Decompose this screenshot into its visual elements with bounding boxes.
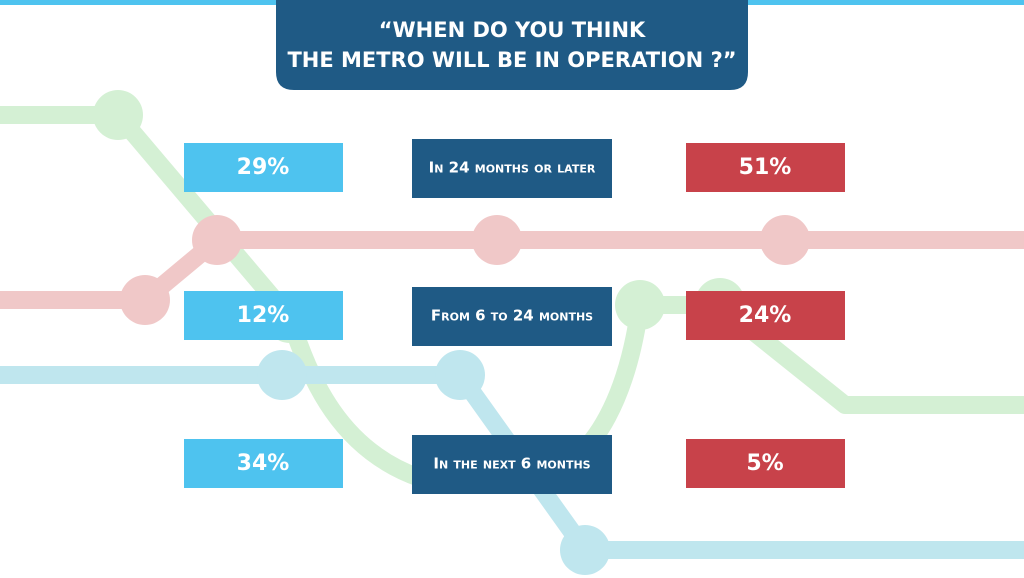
right-box: [686, 439, 845, 488]
station: [472, 215, 522, 265]
left-value: 34%: [237, 451, 290, 476]
left-box: [184, 143, 343, 192]
rows: 29% In 24 months or later 51% 12% From 6 to …: [184, 139, 845, 494]
left-value: 12%: [237, 303, 290, 328]
station: [93, 90, 143, 140]
station: [435, 350, 485, 400]
pink-line: [0, 231, 1024, 309]
station: [120, 275, 170, 325]
right-value: 5%: [746, 451, 783, 476]
label-box: [412, 139, 612, 198]
title-box: [276, 0, 748, 90]
left-value: 29%: [237, 155, 290, 180]
right-value: 51%: [739, 155, 792, 180]
left-box: [184, 291, 343, 340]
station: [560, 525, 610, 575]
title-line: THE METRO WILL BE IN OPERATION ?”: [287, 48, 736, 72]
label-box: [412, 435, 612, 494]
label: In 24 months or later: [429, 159, 596, 177]
label: In the next 6 months: [433, 455, 590, 473]
right-box: [686, 143, 845, 192]
station: [615, 280, 665, 330]
right-box: [686, 291, 845, 340]
label: From 6 to 24 months: [431, 307, 593, 325]
title-line: “WHEN DO YOU THINK: [379, 18, 646, 42]
station: [760, 215, 810, 265]
right-value: 24%: [739, 303, 792, 328]
station: [192, 215, 242, 265]
station: [257, 350, 307, 400]
label-box: [412, 287, 612, 346]
left-box: [184, 439, 343, 488]
